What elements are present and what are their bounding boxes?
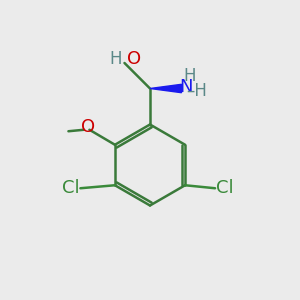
Text: O: O <box>127 50 141 68</box>
Text: H: H <box>183 67 196 85</box>
Text: H: H <box>110 50 122 68</box>
Text: –H: –H <box>187 82 208 100</box>
Text: Cl: Cl <box>62 179 80 197</box>
Polygon shape <box>150 84 182 93</box>
Text: Cl: Cl <box>216 179 233 197</box>
Text: N: N <box>179 78 193 96</box>
Text: O: O <box>81 118 95 136</box>
